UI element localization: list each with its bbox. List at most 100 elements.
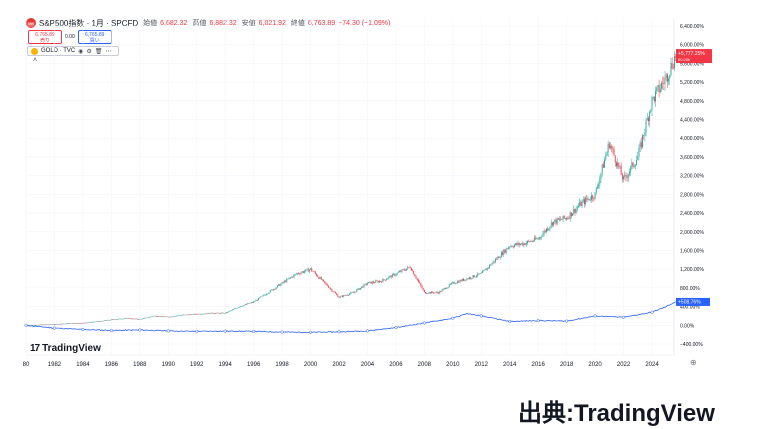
settings-icon[interactable]: ⚙: [86, 48, 92, 55]
sp500-candle-body: [244, 304, 246, 306]
x-tick-label: 1992: [190, 362, 204, 368]
sp500-candle-body: [514, 244, 515, 248]
sp500-candle-body: [515, 243, 517, 245]
sp500-candle-body: [229, 310, 231, 312]
y-tick-label: 6,000.00%: [680, 43, 704, 49]
sp500-candle-body: [490, 264, 492, 266]
sp500-candle-body: [319, 277, 321, 279]
sp500-candle-body: [221, 312, 223, 314]
delete-icon[interactable]: 🗑: [94, 48, 103, 55]
compare-symbol-label: GOLD · TVC: [41, 48, 76, 54]
sp500-candle-body: [64, 323, 66, 325]
sp500-candle-body: [410, 267, 412, 271]
sp500-candle-body: [204, 313, 206, 315]
sp500-candle-body: [579, 201, 581, 206]
sp500-candle-body: [133, 318, 135, 320]
sp500-candle-body: [521, 243, 523, 245]
sp500-candle-body: [623, 176, 624, 180]
tradingview-logo[interactable]: 17 TradingView: [30, 343, 101, 354]
sp500-candle-body: [492, 261, 494, 264]
y-tick-label: 1,600.00%: [680, 248, 704, 254]
x-tick-label: 2016: [532, 362, 546, 368]
gold-marker: [280, 330, 284, 334]
sp500-candle-body: [427, 293, 429, 294]
sp500-candle-body: [672, 68, 674, 69]
sp500-logo-icon: 500: [26, 18, 36, 28]
sp500-candle-body: [55, 324, 57, 325]
sp500-candle-body: [607, 143, 609, 152]
sp500-candle-body: [69, 323, 71, 324]
sp500-candle-body: [222, 312, 224, 314]
y-tick-label: 1,200.00%: [680, 267, 704, 273]
sp500-candle-body: [197, 314, 199, 315]
sp500-candle-body: [408, 266, 410, 268]
sp500-candle-body: [49, 324, 51, 326]
sp500-candle-body: [550, 222, 552, 227]
y-tick-label: 2,800.00%: [680, 192, 704, 198]
sp500-candle-body: [463, 278, 464, 281]
sp500-candle-body: [193, 313, 195, 315]
collapse-chevron-icon[interactable]: ˄: [33, 57, 38, 64]
more-icon[interactable]: ⋯: [105, 48, 112, 55]
sp500-candle-body: [417, 279, 419, 282]
sp500-candle-body: [151, 316, 153, 318]
gold-symbol-icon: [31, 47, 38, 55]
sp500-candle-body: [598, 184, 600, 187]
eye-icon[interactable]: ◉: [78, 48, 84, 55]
sell-button[interactable]: 6,765.89 売り: [28, 30, 62, 44]
sp500-candle-body: [256, 300, 258, 301]
chart-settings-icon[interactable]: ⊕: [690, 358, 697, 367]
symbol-title[interactable]: S&P500指数 · 1月 · SPCFD: [39, 18, 139, 28]
sp500-candle-body: [365, 283, 367, 285]
sp500-candle-body: [276, 285, 278, 288]
sp500-candle-body: [556, 218, 558, 224]
sp500-candle-body: [84, 322, 86, 324]
sp500-candle-body: [459, 280, 461, 283]
sp500-candle-body: [638, 147, 640, 157]
compare-symbol-row[interactable]: GOLD · TVC ◉ ⚙ 🗑 ⋯: [27, 46, 119, 56]
sp500-candle-body: [655, 90, 657, 102]
sp500-candle-body: [512, 246, 514, 248]
sp500-candle-body: [517, 242, 519, 245]
gold-marker: [24, 323, 28, 327]
sp500-candle-body: [491, 263, 493, 266]
sp500-candle-body: [129, 318, 131, 320]
sp500-candle-body: [368, 282, 370, 284]
sp500-candle-body: [59, 324, 61, 325]
sp500-candle-body: [212, 313, 214, 314]
y-tick-label: 2,400.00%: [680, 211, 704, 217]
sp500-candle-body: [602, 164, 604, 168]
sp500-candle-body: [144, 317, 146, 319]
sp500-candle-body: [645, 120, 647, 133]
sp500-candle-body: [572, 213, 574, 217]
sp500-candle-body: [304, 271, 306, 273]
sp500-candle-body: [362, 286, 364, 288]
sp500-candle-body: [637, 156, 639, 161]
x-tick-label: 1986: [105, 362, 119, 368]
sp500-candle-body: [241, 306, 243, 307]
sp500-candle-body: [415, 276, 417, 279]
x-tick-label: 1994: [219, 362, 233, 368]
sp500-candle-body: [77, 323, 79, 324]
sp500-candle-body: [88, 322, 90, 323]
sp500-candle-body: [90, 322, 92, 323]
last-value-tags: +5,777.25%00:20h +508.76%: [676, 49, 712, 306]
sp500-candle-body: [278, 284, 279, 286]
sp500-candle-body: [192, 313, 194, 315]
sp500-candle-body: [546, 228, 547, 232]
sp500-candle-body: [268, 292, 270, 294]
sp500-candle-body: [646, 117, 648, 121]
sp500-candle-body: [525, 243, 527, 245]
sp500-candle-body: [391, 274, 393, 278]
sp500-candle-body: [337, 294, 339, 297]
sp500-candle-body: [287, 278, 289, 280]
sp500-candle-body: [247, 303, 249, 305]
sp500-candle-body: [594, 192, 596, 199]
sp500-candle-body: [675, 56, 677, 58]
sp500-candle-body: [62, 323, 64, 325]
sp500-candle-body: [519, 244, 521, 245]
sp500-candle-body: [587, 198, 589, 200]
sp500-candle-body: [32, 325, 34, 326]
sp500-candle-body: [305, 269, 307, 272]
